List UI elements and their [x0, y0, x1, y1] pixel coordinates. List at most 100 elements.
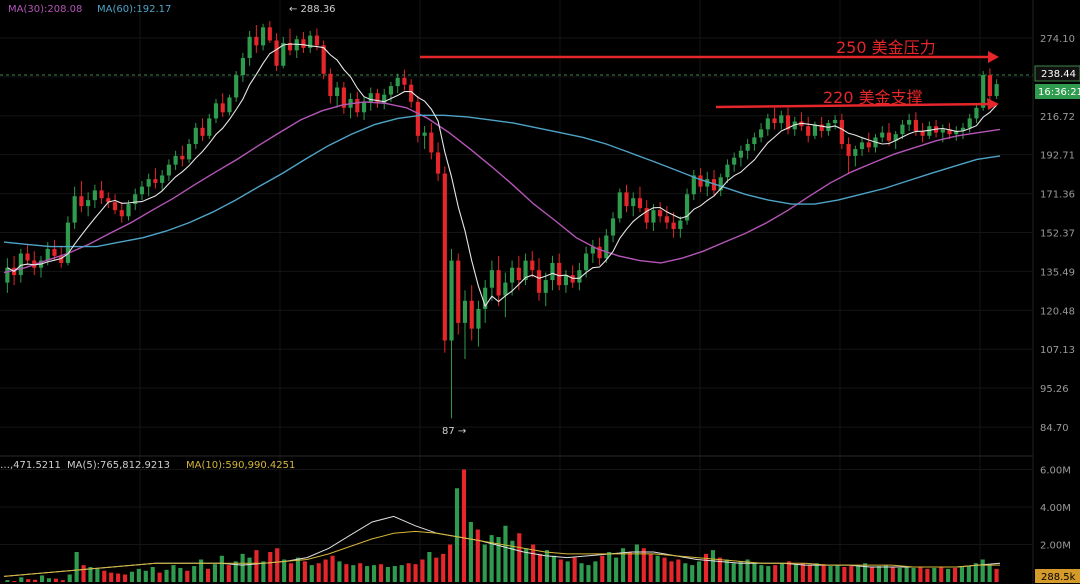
- candle-body: [72, 196, 77, 223]
- volume-bar: [717, 557, 722, 582]
- candle-body: [267, 27, 272, 41]
- candle-body: [335, 87, 340, 97]
- volume-bar: [434, 557, 439, 582]
- volume-bar: [759, 565, 764, 582]
- candle-body: [523, 260, 528, 281]
- candle-body: [644, 208, 649, 223]
- volume-bar: [828, 566, 833, 582]
- candlestick-series[interactable]: [5, 21, 999, 419]
- candle-body: [920, 130, 925, 136]
- candle-body: [631, 198, 636, 207]
- volume-bar: [869, 567, 875, 582]
- candle-body: [779, 115, 784, 124]
- candle-body: [759, 129, 764, 138]
- candle-body: [691, 175, 696, 195]
- candle-body: [314, 35, 320, 46]
- candle-body: [240, 57, 245, 76]
- candle-body: [126, 204, 131, 217]
- volume-bar: [441, 553, 446, 582]
- volume-bar: [593, 561, 598, 582]
- candle-body: [355, 98, 360, 113]
- volume-bar: [5, 580, 10, 582]
- volume-bar: [240, 553, 245, 582]
- support-annotation: 220 美金支撑: [715, 88, 999, 110]
- volume-bar: [627, 552, 633, 582]
- candle-body: [86, 200, 91, 207]
- support-label: 220 美金支撑: [823, 88, 923, 107]
- volume-bar: [946, 568, 951, 582]
- candle-body: [409, 84, 414, 102]
- candle-body: [900, 124, 905, 135]
- candle-body: [913, 119, 918, 131]
- candle-body: [637, 198, 643, 209]
- volume-bars: [5, 469, 999, 582]
- volume-bar: [620, 548, 626, 582]
- resistance-label: 250 美金压力: [836, 38, 936, 57]
- candle-body: [247, 36, 252, 58]
- volume-bar: [475, 529, 480, 582]
- candle-body: [530, 260, 535, 271]
- volume-bar: [807, 565, 812, 582]
- ma60-legend: MA(60):192.17: [97, 4, 171, 15]
- candle-body: [287, 42, 293, 51]
- candle-body: [907, 119, 912, 125]
- volume-bar: [385, 567, 390, 582]
- candle-body: [752, 137, 757, 145]
- volume-bar: [205, 568, 211, 582]
- candle-body: [718, 177, 723, 191]
- volume-bar: [510, 540, 515, 582]
- volume-bar: [932, 567, 937, 582]
- volume-bar: [607, 552, 612, 582]
- candle-body: [483, 287, 488, 309]
- price-tick-label: 192.71: [1040, 151, 1075, 162]
- volume-tick-label: 6.00M: [1040, 466, 1071, 477]
- candle-body: [994, 84, 999, 97]
- candle-body: [456, 260, 461, 323]
- price-tick-label: 95.26: [1040, 384, 1069, 395]
- candle-body: [429, 132, 434, 153]
- volume-bar: [703, 553, 709, 582]
- volume-bar: [233, 561, 238, 582]
- volume-bar: [88, 567, 93, 582]
- candle-body: [281, 42, 286, 66]
- price-tick-label: 171.36: [1040, 190, 1075, 201]
- volume-bar: [987, 565, 992, 582]
- volume-bar: [12, 581, 17, 582]
- volume-bar: [413, 564, 418, 582]
- volume-bar: [171, 565, 176, 582]
- volume-bar: [773, 565, 778, 582]
- volume-bar: [268, 552, 273, 582]
- candle-body: [274, 40, 279, 66]
- candle-body: [200, 127, 205, 136]
- volume-bar: [399, 565, 404, 582]
- volume-bar: [185, 570, 190, 582]
- candle-body: [99, 190, 104, 199]
- candle-body: [415, 101, 420, 136]
- volume-bar: [157, 572, 162, 582]
- volume-bar: [489, 535, 494, 582]
- candle-body: [987, 75, 992, 97]
- volume-bar: [973, 563, 978, 582]
- candle-body: [711, 179, 717, 191]
- candle-body: [684, 194, 690, 221]
- volume-bar: [316, 563, 321, 582]
- candle-body: [597, 246, 602, 259]
- time-badge: [1035, 84, 1080, 99]
- volume-bar: [766, 566, 771, 582]
- volume-bar: [129, 571, 135, 582]
- volume-bar: [503, 525, 508, 582]
- volume-bar: [683, 563, 688, 582]
- candle-body: [496, 270, 501, 296]
- current-price-badge: [1034, 65, 1080, 82]
- volume-bar: [365, 566, 370, 582]
- current-volume-value: 288.5k: [1041, 572, 1076, 583]
- price-tick-label: 152.37: [1040, 228, 1075, 239]
- volume-bar: [448, 544, 453, 582]
- candle-body: [812, 124, 818, 136]
- candle-body: [469, 300, 474, 329]
- candle-body: [792, 121, 797, 130]
- candle-body: [940, 129, 945, 133]
- volume-bar: [427, 552, 432, 582]
- support-arrow-head: [987, 98, 999, 110]
